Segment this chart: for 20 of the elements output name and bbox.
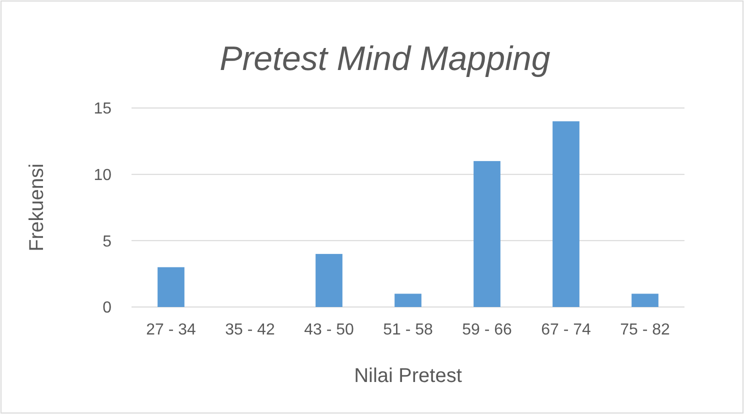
y-tick-label: 0 — [102, 300, 112, 317]
y-tick-label: 10 — [94, 166, 112, 184]
y-axis-title: Frekuensi — [26, 164, 48, 252]
bar — [552, 121, 580, 307]
x-tick-label: 35 - 42 — [225, 322, 276, 339]
x-tick-label: 75 - 82 — [620, 322, 670, 339]
y-tick-label: 5 — [102, 233, 112, 250]
bar — [632, 294, 658, 307]
x-axis-title: Nilai Pretest — [354, 365, 462, 387]
y-tick-label: 15 — [94, 100, 112, 118]
bar — [158, 267, 184, 307]
x-tick-label: 67 - 74 — [541, 322, 592, 339]
x-tick-label: 59 - 66 — [462, 322, 512, 339]
chart-title: Pretest Mind Mapping — [220, 40, 550, 78]
x-tick-label: 43 - 50 — [304, 322, 354, 339]
bar — [316, 254, 342, 307]
x-tick-label: 51 - 58 — [383, 322, 434, 339]
bar — [474, 161, 500, 307]
bar — [394, 294, 422, 307]
x-tick-label: 27 - 34 — [146, 322, 196, 339]
